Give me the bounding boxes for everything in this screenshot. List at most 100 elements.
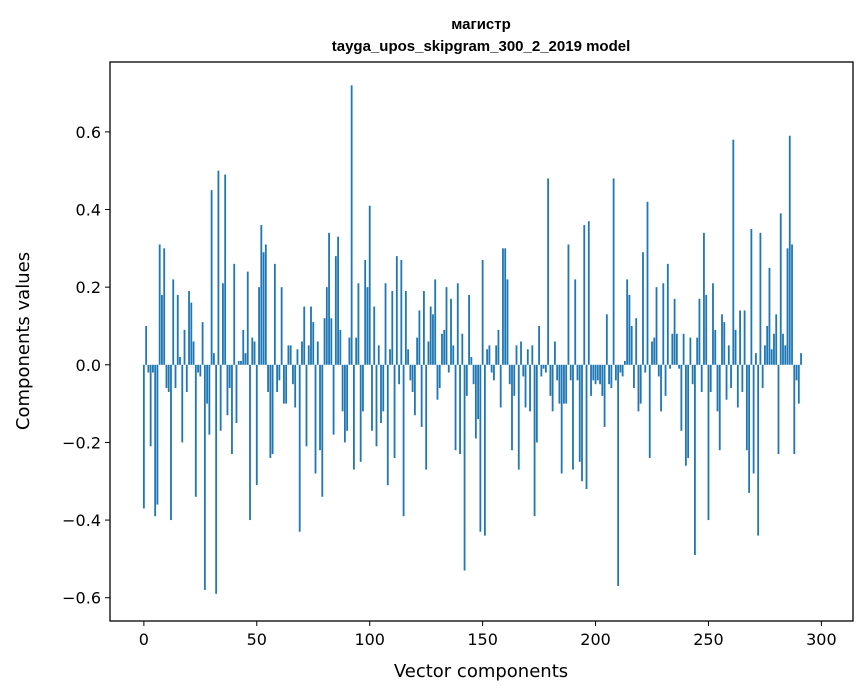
bar (671, 333, 674, 365)
bar (231, 364, 233, 455)
bar (402, 364, 405, 517)
y-tick-label: 0.6 (76, 123, 101, 142)
bar (215, 364, 218, 594)
bar (170, 364, 172, 521)
bar (321, 364, 324, 497)
bar (736, 364, 739, 408)
bar (784, 345, 787, 365)
bar (520, 341, 522, 365)
bar (642, 252, 644, 365)
bar (490, 364, 493, 373)
bar (289, 345, 292, 365)
bar (619, 364, 622, 373)
bar (558, 364, 561, 404)
bar (382, 364, 385, 412)
bar (264, 244, 267, 365)
bar (689, 337, 692, 365)
bar (563, 364, 565, 404)
bar (596, 364, 599, 381)
bar (271, 364, 274, 455)
bar (145, 325, 148, 365)
x-tick-label: 200 (580, 630, 611, 649)
bar (569, 364, 572, 381)
bar (208, 364, 211, 435)
bar (721, 314, 723, 365)
bar (332, 364, 335, 435)
bar (359, 364, 362, 462)
bar (445, 287, 448, 365)
bar (323, 318, 326, 365)
bar (531, 345, 534, 365)
bar (714, 329, 717, 365)
bar (515, 345, 518, 365)
bar (188, 291, 190, 365)
bar (330, 318, 333, 365)
bar (617, 364, 620, 587)
bar (454, 364, 457, 451)
bar (167, 364, 170, 392)
bar (206, 364, 209, 404)
bar (608, 364, 610, 385)
bar (190, 302, 193, 365)
bar (614, 364, 617, 381)
bar (217, 170, 220, 365)
bar (669, 364, 671, 369)
bar (375, 364, 378, 447)
bar (298, 364, 301, 532)
bar (757, 364, 760, 536)
bar (651, 341, 653, 365)
bar (305, 364, 308, 447)
bar (346, 364, 349, 431)
bar (452, 345, 455, 365)
bar (398, 364, 400, 385)
bar (244, 353, 247, 365)
bar (443, 329, 446, 365)
bar (495, 345, 498, 365)
bar (653, 337, 656, 365)
bar (698, 298, 701, 365)
bar (303, 306, 306, 365)
bar (307, 345, 310, 365)
y-tick-label: −0.2 (62, 433, 101, 452)
bar (741, 364, 744, 392)
bar (678, 364, 681, 369)
bar (791, 244, 793, 365)
bar (233, 263, 236, 365)
bar (734, 329, 737, 365)
bar (680, 364, 683, 431)
bar (705, 294, 708, 365)
bar (447, 364, 450, 373)
bar (745, 364, 748, 451)
bar (481, 259, 484, 365)
bar (470, 357, 473, 365)
bar (341, 364, 344, 412)
bar (142, 364, 145, 509)
bar (226, 364, 229, 416)
bar (703, 232, 705, 365)
bar (285, 364, 288, 404)
bar (576, 364, 579, 381)
bar (761, 364, 764, 389)
bar (655, 287, 658, 365)
bar (673, 298, 676, 365)
bar (450, 298, 452, 365)
bar (176, 294, 179, 365)
bar (493, 364, 495, 381)
bar (362, 364, 364, 412)
bar (276, 364, 279, 392)
bar (337, 236, 339, 365)
bar (709, 364, 712, 392)
bar (260, 225, 263, 365)
bar (185, 364, 188, 392)
bar (499, 364, 502, 408)
bar (644, 364, 647, 373)
bar (775, 314, 778, 365)
bar (504, 248, 507, 365)
bar (463, 364, 466, 571)
bar (560, 364, 563, 474)
bar (574, 279, 577, 365)
bar (427, 341, 430, 365)
bar (310, 306, 312, 365)
bar (377, 345, 380, 365)
bar (766, 325, 769, 365)
